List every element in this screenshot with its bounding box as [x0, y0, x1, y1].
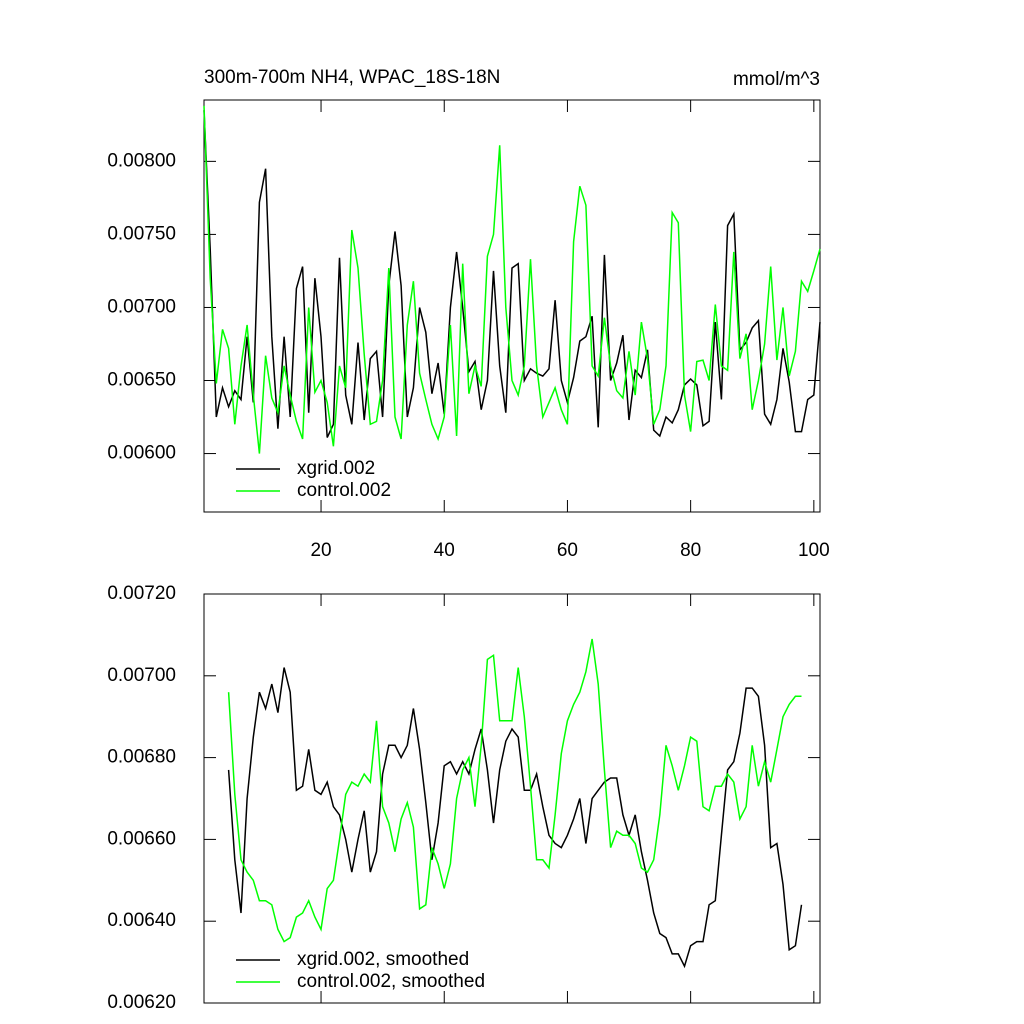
data-line — [227, 638, 802, 943]
plot-frame — [203, 593, 821, 1004]
x-tick-label: 80 — [680, 540, 701, 561]
y-tick-label: 0.00800 — [107, 150, 176, 171]
y-tick-label: 0.00650 — [107, 370, 176, 391]
data-line — [203, 110, 821, 438]
x-tick-label: 20 — [310, 540, 331, 561]
data-line — [227, 667, 803, 969]
legend-label: control.002, smoothed — [297, 971, 485, 992]
y-tick-label: 0.00720 — [107, 583, 176, 604]
plot-frame — [203, 99, 821, 513]
legend-label: control.002 — [297, 480, 391, 501]
x-tick-label: 100 — [798, 540, 830, 561]
y-tick-label: 0.00640 — [107, 910, 176, 931]
y-tick-label: 0.00700 — [107, 296, 176, 317]
x-tick-label: 60 — [557, 540, 578, 561]
y-tick-label: 0.00680 — [107, 747, 176, 768]
data-line — [203, 105, 821, 454]
y-tick-label: 0.00750 — [107, 223, 176, 244]
y-tick-label: 0.00620 — [107, 992, 176, 1013]
y-tick-label: 0.00660 — [107, 828, 176, 849]
x-tick-label: 40 — [434, 540, 455, 561]
legend-label: xgrid.002, smoothed — [297, 949, 469, 970]
y-tick-label: 0.00600 — [107, 443, 176, 464]
legend-label: xgrid.002 — [297, 458, 375, 479]
y-tick-label: 0.00700 — [107, 665, 176, 686]
units-label: mmol/m^3 — [733, 69, 820, 90]
chart-title: 300m-700m NH4, WPAC_18S-18N — [204, 67, 500, 88]
